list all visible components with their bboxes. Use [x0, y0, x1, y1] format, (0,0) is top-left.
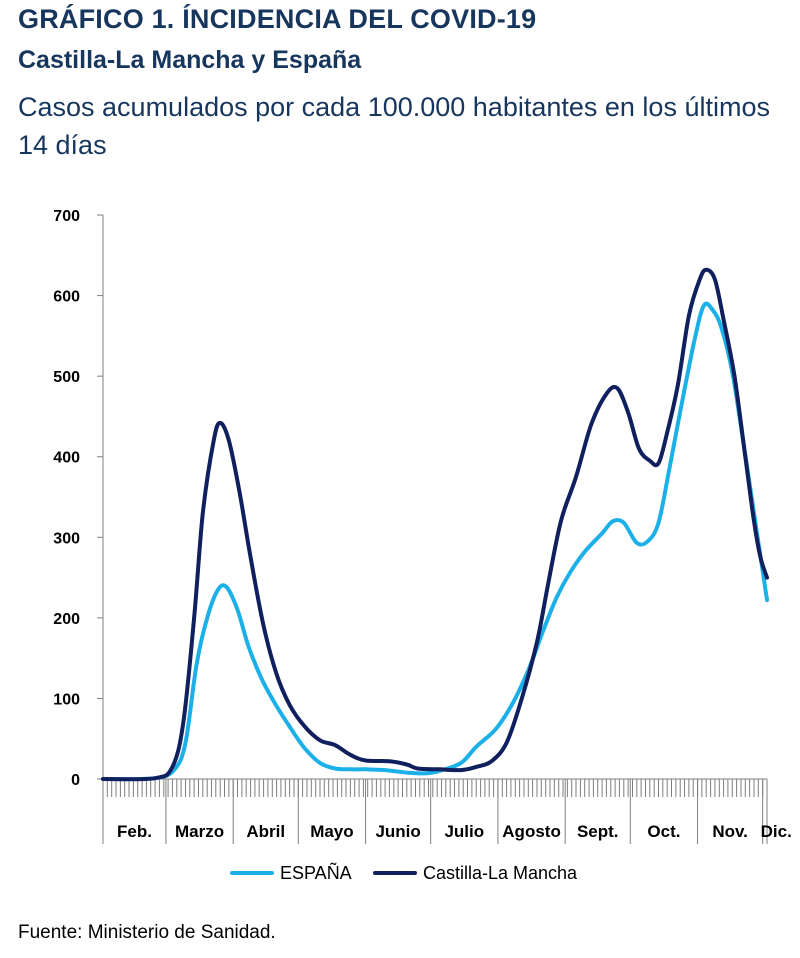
chart-legend: ESPAÑA Castilla-La Mancha: [230, 862, 578, 883]
x-month-label: Dic.: [761, 822, 792, 841]
y-tick-label: 100: [53, 691, 80, 708]
series-lines: [101, 267, 769, 782]
x-day-ticks: [102, 779, 768, 797]
x-month-label: Julio: [444, 822, 484, 841]
x-month-label: Oct.: [647, 822, 680, 841]
legend-label-castilla-la-mancha: Castilla-La Mancha: [423, 863, 578, 883]
series-line-espana: [101, 301, 769, 782]
x-month-label: Marzo: [175, 822, 224, 841]
incidence-line-chart: 0 100 200 300 400 500 600 700 Feb. Marzo Abril May…: [53, 208, 792, 883]
x-month-label: Abril: [246, 822, 285, 841]
x-axis-ticks: [102, 779, 768, 797]
chart-axes: [102, 215, 767, 780]
y-tick-label: 700: [53, 208, 80, 225]
y-tick-label: 600: [53, 289, 80, 306]
y-tick-label: 300: [53, 530, 80, 547]
x-month-label: Sept.: [577, 822, 619, 841]
chart-description: Casos acumulados por cada 100.000 habita…: [18, 92, 770, 160]
x-axis-month-labels: Feb. Marzo Abril Mayo Junio Julio Agosto Sept. O…: [102, 779, 792, 844]
y-tick-label: 200: [53, 611, 80, 628]
y-tick-label: 500: [53, 369, 80, 386]
legend-label-espana: ESPAÑA: [280, 862, 352, 883]
series-line-castilla-la-mancha: [101, 267, 769, 782]
y-tick-label: 400: [53, 450, 80, 467]
x-month-label: Junio: [375, 822, 420, 841]
x-month-label: Nov.: [712, 822, 748, 841]
chart-subtitle: Castilla-La Mancha y España: [18, 46, 362, 74]
y-tick-label: 0: [71, 772, 80, 789]
x-month-label: Agosto: [502, 822, 561, 841]
y-axis-ticks: 0 100 200 300 400 500 600 700: [53, 208, 103, 789]
source-note: Fuente: Ministerio de Sanidad.: [18, 922, 276, 943]
x-month-label: Mayo: [310, 822, 353, 841]
x-month-label: Feb.: [117, 822, 152, 841]
chart-title: GRÁFICO 1. ÍNCIDENCIA DEL COVID-19: [18, 4, 537, 34]
